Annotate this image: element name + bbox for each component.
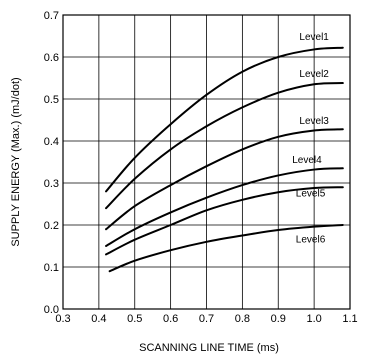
series-label-level4: Level4	[292, 155, 322, 166]
series-line-level1	[105, 46, 344, 193]
y-tick-label: 0.1	[44, 262, 59, 274]
y-tick-label: 0.6	[44, 52, 59, 64]
y-tick-label: 0.3	[44, 178, 59, 190]
x-tick-label: 0.5	[127, 313, 142, 325]
series-line-level4	[105, 167, 344, 247]
series-line-level5	[105, 186, 344, 256]
plot-frame	[62, 14, 351, 310]
x-tick-label: 0.4	[91, 313, 106, 325]
grid	[63, 15, 350, 309]
x-tick-label: 1.1	[342, 313, 357, 325]
y-axis-title: SUPPLY ENERGY (Max.) (mJ/dot)	[10, 77, 22, 246]
x-tick-label: 0.6	[163, 313, 178, 325]
series-label-level1: Level1	[299, 32, 329, 43]
x-tick-label: 0.7	[199, 313, 214, 325]
y-tick-label: 0.7	[44, 10, 59, 22]
series-line-level2	[105, 82, 344, 210]
series-label-level2: Level2	[299, 69, 329, 80]
y-tick-label: 0.4	[44, 136, 59, 148]
x-tick-label: 0.8	[235, 313, 250, 325]
x-tick-labels: 0.3 0.4 0.5 0.6 0.7 0.8 0.9 1.0 1.1	[55, 313, 357, 325]
y-tick-labels: 0.0 0.1 0.2 0.3 0.4 0.5 0.6 0.7	[44, 10, 59, 316]
y-tick-label: 0.2	[44, 220, 59, 232]
series-line-level6	[108, 224, 344, 273]
series-label-level3: Level3	[299, 116, 329, 127]
series-line-level3	[105, 128, 344, 231]
y-tick-label: 0.0	[44, 304, 59, 316]
x-tick-label: 0.3	[55, 313, 70, 325]
y-tick-label: 0.5	[44, 94, 59, 106]
x-tick-label: 1.0	[306, 313, 321, 325]
series-label-level6: Level6	[296, 235, 326, 246]
series-group: Level1 Level2 Level3 Level4 Level5 Level6	[105, 32, 344, 273]
series-label-level5: Level5	[296, 188, 326, 199]
x-tick-label: 0.9	[271, 313, 286, 325]
x-axis-title: SCANNING LINE TIME (ms)	[139, 342, 279, 354]
